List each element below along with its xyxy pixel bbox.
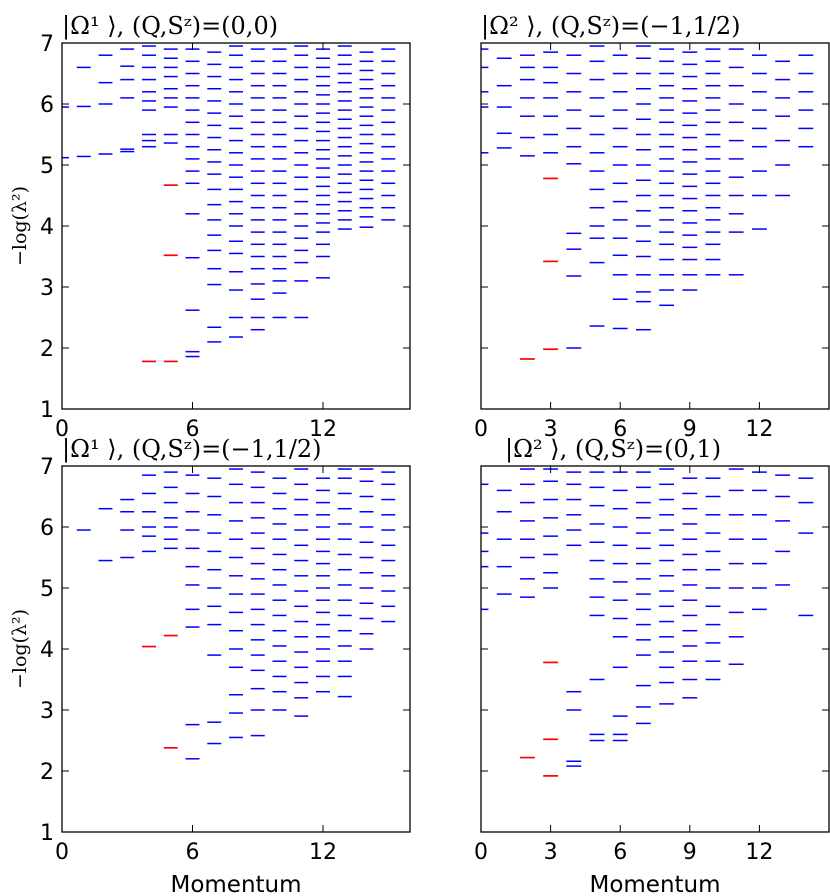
x-tick-label: 6 <box>186 417 200 442</box>
x-tick-label: 6 <box>613 840 627 865</box>
panel-title: |Ω¹ ⟩, (Q,Sᶻ)=(−1,1/2) <box>62 435 322 464</box>
x-axis-label: Momentum <box>170 872 301 896</box>
x-tick-label: 0 <box>474 840 488 865</box>
panel-title: |Ω² ⟩, (Q,Sᶻ)=(−1,1/2) <box>481 12 741 41</box>
x-tick-label: 3 <box>544 417 558 442</box>
y-axis-label: −log(λ²) <box>9 186 31 266</box>
y-tick-label: 4 <box>40 215 54 240</box>
x-tick-label: 12 <box>745 417 773 442</box>
y-tick-label: 1 <box>40 821 54 846</box>
panel-title: |Ω¹ ⟩, (Q,Sᶻ)=(0,0) <box>62 12 278 41</box>
y-tick-label: 6 <box>40 93 54 118</box>
x-tick-label: 6 <box>186 840 200 865</box>
x-axis-label: Momentum <box>589 872 720 896</box>
panel-bottom-right: |Ω² ⟩, (Q,Sᶻ)=(0,1) 0 3 6 9 12 Momentum <box>474 435 830 896</box>
y-tick-label: 5 <box>40 577 54 602</box>
x-tick-label: 9 <box>683 417 697 442</box>
y-tick-label: 2 <box>40 337 54 362</box>
x-tick-label: 9 <box>683 840 697 865</box>
y-tick-label: 6 <box>40 516 54 541</box>
x-tick-label: 0 <box>55 417 69 442</box>
x-tick-label: 12 <box>745 840 773 865</box>
x-tick-label: 3 <box>544 840 558 865</box>
y-tick-label: 2 <box>40 760 54 785</box>
y-tick-label: 3 <box>40 699 54 724</box>
panel-title: |Ω² ⟩, (Q,Sᶻ)=(0,1) <box>505 435 721 464</box>
x-tick-label: 6 <box>613 417 627 442</box>
panel-top-right: |Ω² ⟩, (Q,Sᶻ)=(−1,1/2) 0 3 6 9 12 <box>474 12 830 442</box>
y-tick-label: 3 <box>40 276 54 301</box>
y-tick-label: 7 <box>40 455 54 480</box>
x-tick-label: 0 <box>474 417 488 442</box>
y-tick-label: 1 <box>40 398 54 423</box>
y-tick-label: 7 <box>40 32 54 57</box>
x-tick-label: 12 <box>309 417 337 442</box>
y-tick-label: 5 <box>40 154 54 179</box>
x-tick-label: 12 <box>309 840 337 865</box>
y-axis-label: −log(λ²) <box>9 609 31 689</box>
x-tick-label: 0 <box>55 840 69 865</box>
y-tick-label: 4 <box>40 638 54 663</box>
